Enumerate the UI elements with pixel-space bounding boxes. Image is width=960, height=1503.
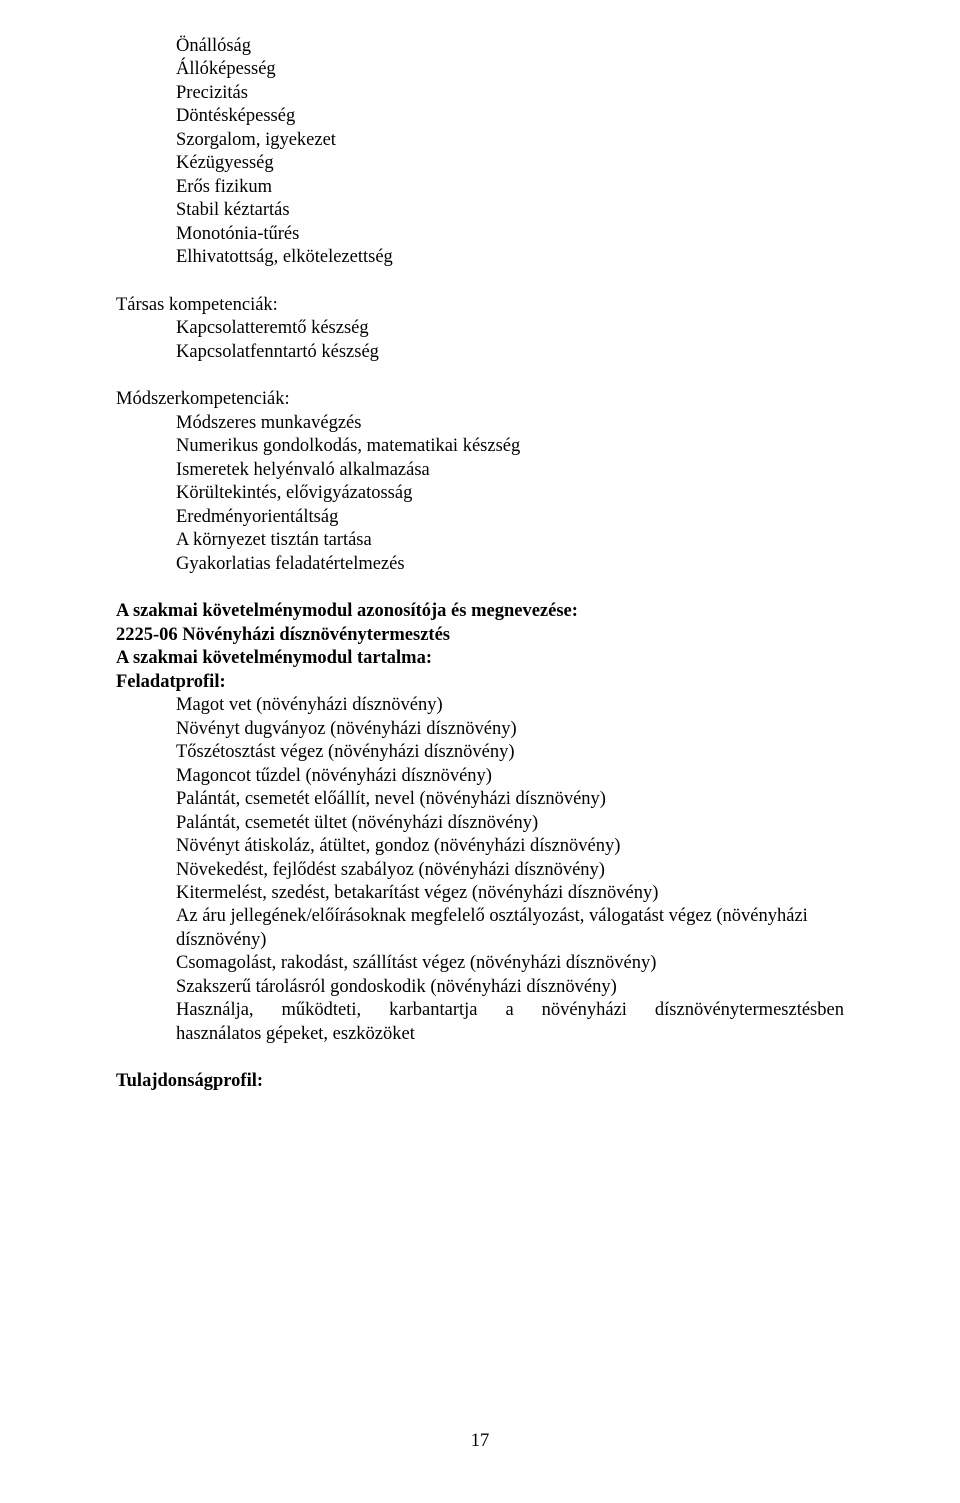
list-item: Kitermelést, szedést, betakarítást végez… [176, 882, 844, 905]
list-item: Módszeres munkavégzés [176, 412, 844, 435]
list-item: Kézügyesség [176, 152, 844, 175]
list-item: Gyakorlatias feladatértelmezés [176, 553, 844, 576]
module-code-line: 2225-06 Növényházi dísznövénytermesztés [116, 624, 844, 647]
list-item: Növekedést, fejlődést szabályoz (növényh… [176, 859, 844, 882]
list-item: Monotónia-tűrés [176, 223, 844, 246]
module-heading-1: A szakmai követelménymodul azonosítója é… [116, 600, 844, 623]
list-item: Magoncot tűzdel (növényházi dísznövény) [176, 765, 844, 788]
module-heading-2: A szakmai követelménymodul tartalma: [116, 647, 844, 670]
group-heading: Társas kompetenciák: [116, 294, 844, 317]
list-item: Csomagolást, rakodást, szállítást végez … [176, 952, 844, 975]
list-item: Ismeretek helyénvaló alkalmazása [176, 459, 844, 482]
list-item: Palántát, csemetét előállít, nevel (növé… [176, 788, 844, 811]
module-heading-3: Feladatprofil: [116, 671, 844, 694]
list-item: Növényt dugványoz (növényházi dísznövény… [176, 718, 844, 741]
list-item: Kapcsolatfenntartó készség [176, 341, 844, 364]
list-item: Önállóság [176, 35, 844, 58]
task-profile-list: Magot vet (növényházi dísznövény) Növény… [116, 694, 844, 1046]
list-item: A környezet tisztán tartása [176, 529, 844, 552]
list-item: Szakszerű tárolásról gondoskodik (növény… [176, 976, 844, 999]
competency-list-2: Kapcsolatteremtő készség Kapcsolatfennta… [116, 317, 844, 364]
list-item: Eredményorientáltság [176, 506, 844, 529]
list-item: Kapcsolatteremtő készség [176, 317, 844, 340]
list-item: Stabil kéztartás [176, 199, 844, 222]
list-item: Döntésképesség [176, 105, 844, 128]
list-item: Numerikus gondolkodás, matematikai készs… [176, 435, 844, 458]
group-heading: Módszerkompetenciák: [116, 388, 844, 411]
competency-list-1: Önállóság Állóképesség Precizitás Döntés… [116, 35, 844, 270]
page-number: 17 [0, 1430, 960, 1453]
list-item: Palántát, csemetét ültet (növényházi dís… [176, 812, 844, 835]
list-item: használatos gépeket, eszközöket [176, 1023, 844, 1046]
list-item: Tőszétosztást végez (növényházi dísznövé… [176, 741, 844, 764]
list-item: Növényt átiskoláz, átültet, gondoz (növé… [176, 835, 844, 858]
list-item: Erős fizikum [176, 176, 844, 199]
competency-list-3: Módszeres munkavégzés Numerikus gondolko… [116, 412, 844, 576]
list-item-justified: Használja, működteti, karbantartja a növ… [176, 999, 844, 1022]
list-item: Precizitás [176, 82, 844, 105]
list-item: Körültekintés, elővigyázatosság [176, 482, 844, 505]
list-item: Szorgalom, igyekezet [176, 129, 844, 152]
footer-heading: Tulajdonságprofil: [116, 1070, 844, 1093]
list-item: Az áru jellegének/előírásoknak megfelelő… [176, 905, 844, 952]
list-item: Állóképesség [176, 58, 844, 81]
list-item: Elhivatottság, elkötelezettség [176, 246, 844, 269]
list-item: Magot vet (növényházi dísznövény) [176, 694, 844, 717]
